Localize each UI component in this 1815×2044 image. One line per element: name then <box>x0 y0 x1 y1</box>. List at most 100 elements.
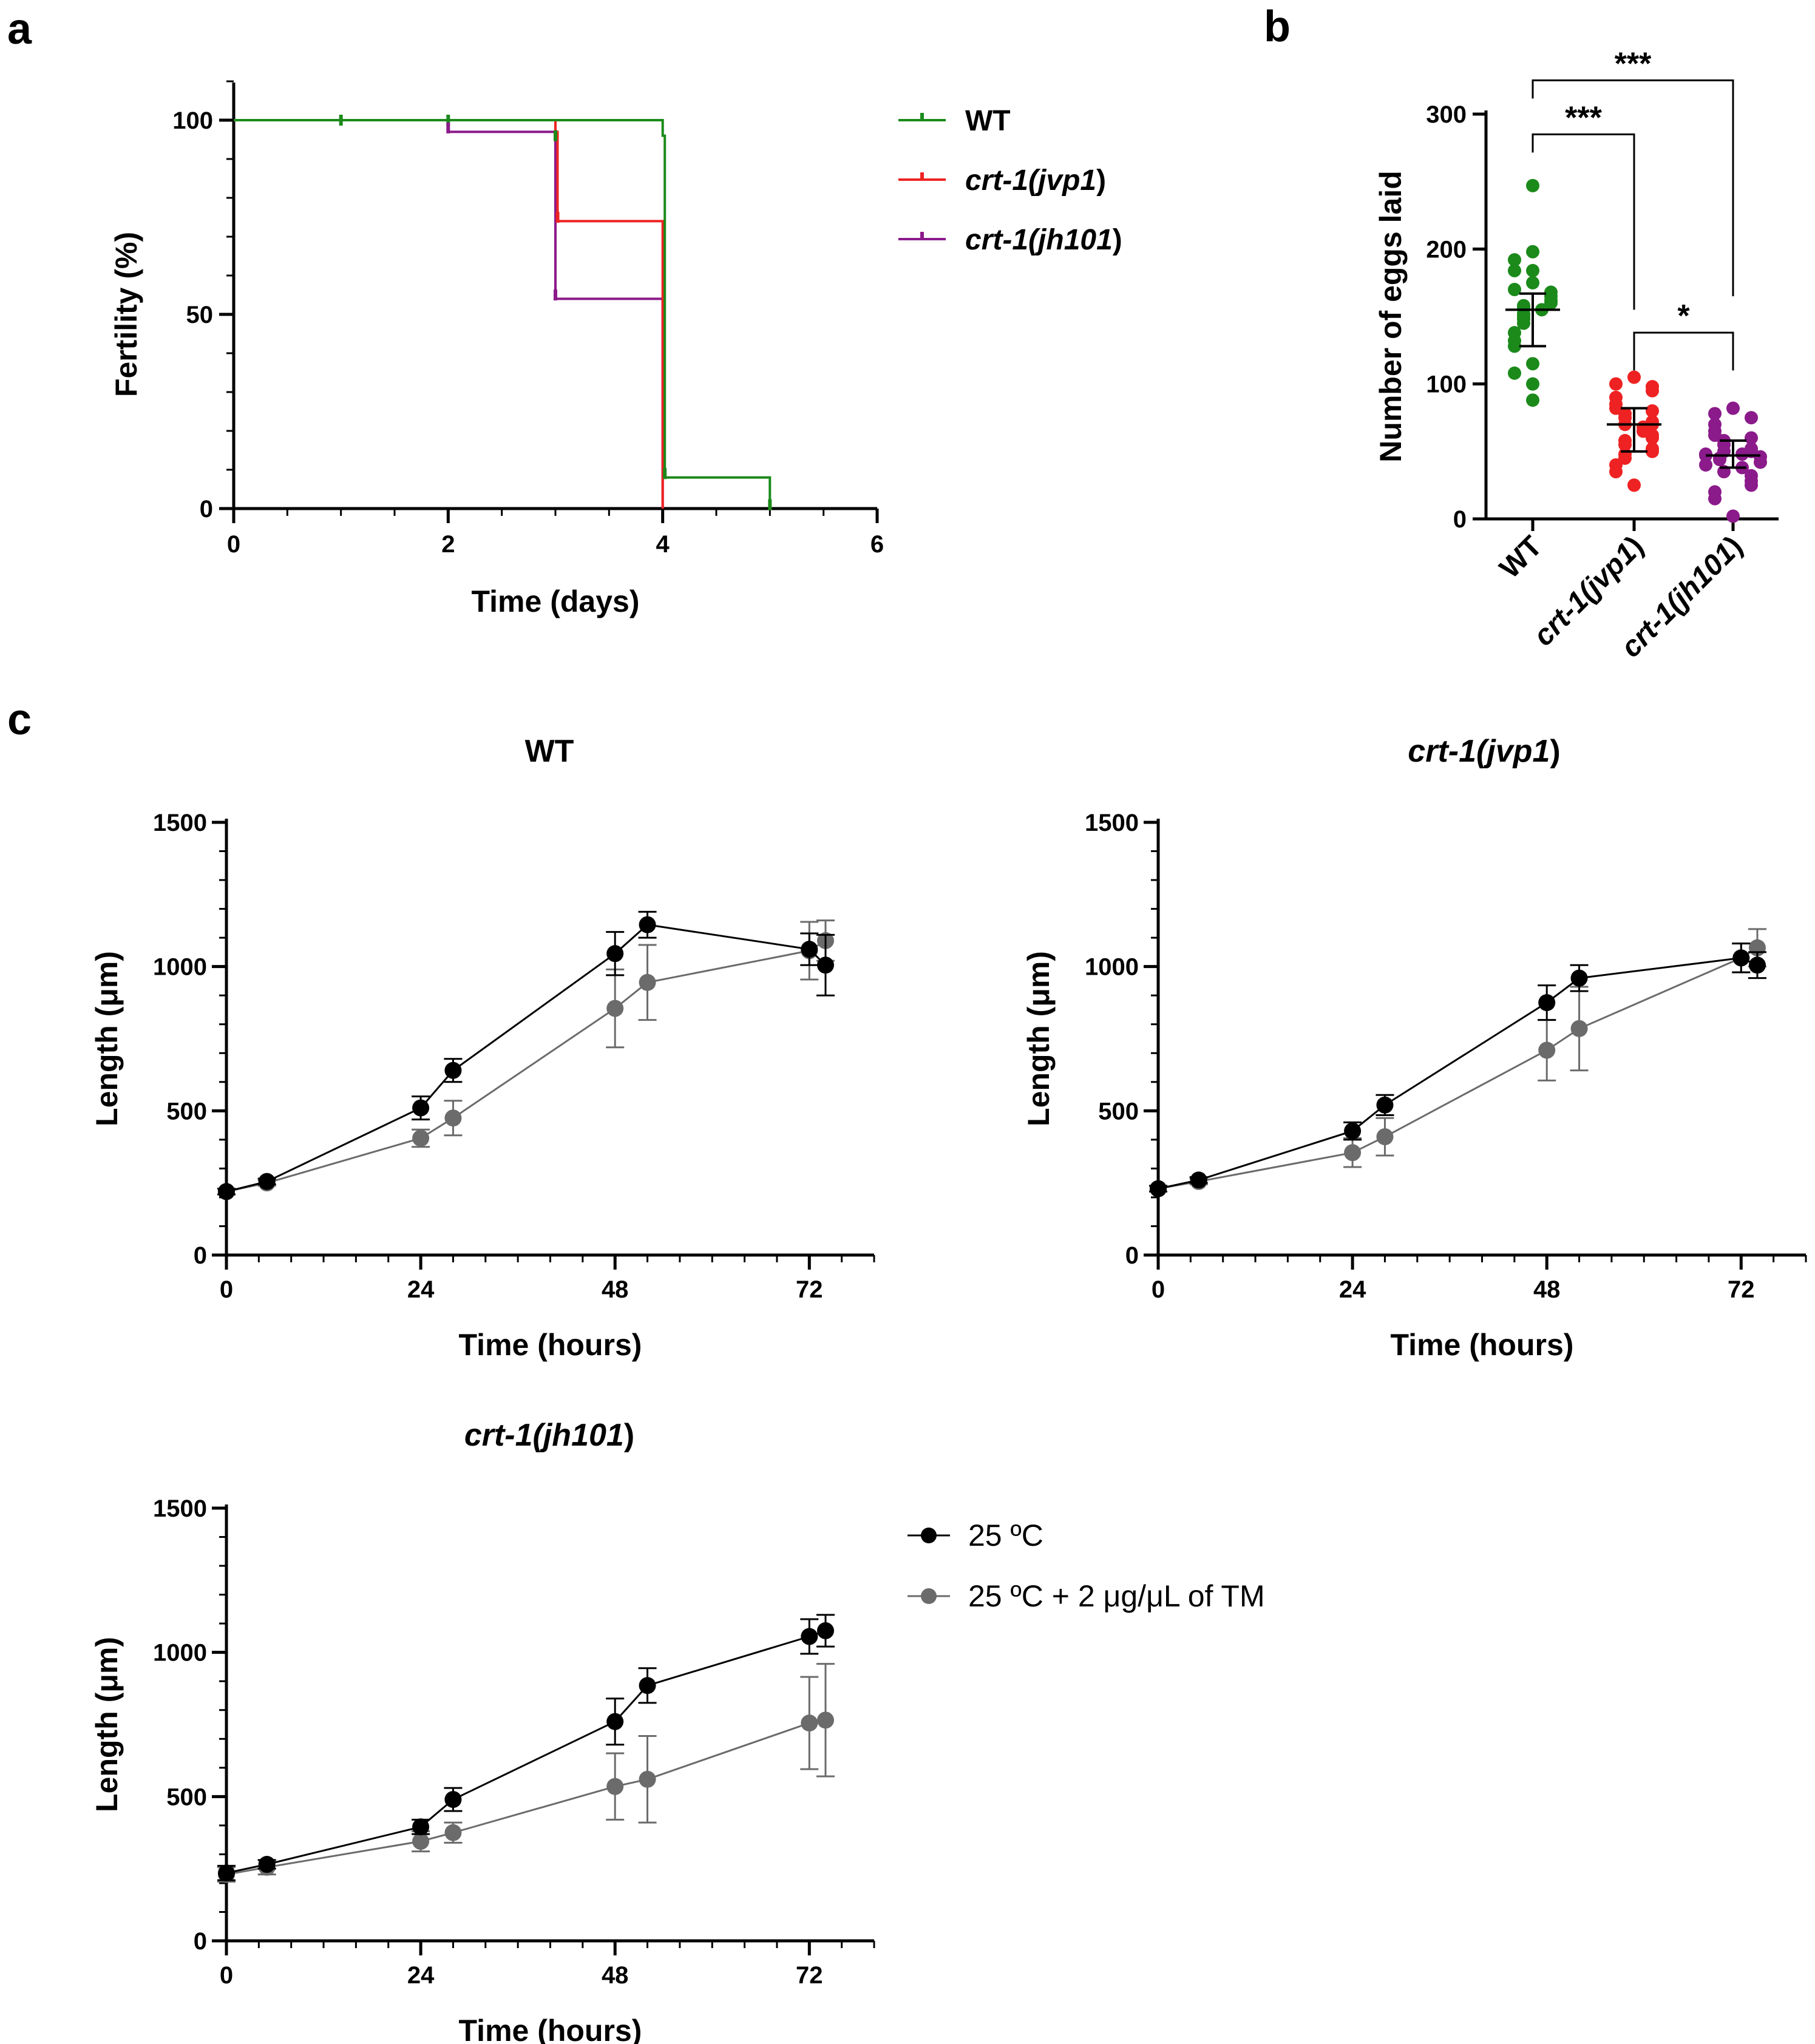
data-point-ctrl <box>1150 1180 1167 1197</box>
x-tick-label: 4 <box>656 531 670 558</box>
y-axis-label: Length (μm) <box>90 951 124 1126</box>
data-point-ctrl <box>816 956 834 974</box>
data-point-jh101 <box>1745 431 1758 445</box>
data-point-jh101 <box>1708 407 1722 421</box>
y-tick-label: 0 <box>1125 1242 1139 1269</box>
y-tick-label: 1500 <box>153 810 207 836</box>
data-point-ctrl <box>412 1099 430 1117</box>
data-point-tm <box>606 1000 624 1017</box>
data-point-wt <box>1508 253 1521 267</box>
data-point-jh101 <box>1708 492 1722 506</box>
x-tick-label: 0 <box>1152 1276 1165 1303</box>
data-point-tm <box>816 1711 834 1729</box>
chart-title-part: jvp1 <box>1483 734 1550 769</box>
x-tick-label: 0 <box>227 531 240 558</box>
x-tick-label-wt: WT <box>1494 530 1549 584</box>
y-axis-label: Length (μm) <box>1022 951 1056 1126</box>
fertility-survival-chart: 0 50 100 0 2 4 6 Time (days) Fertility (%) WT crt-… <box>109 80 1122 618</box>
series-line-tm <box>226 939 826 1193</box>
survival-line-jh101 <box>234 119 664 509</box>
legend-label-jh101: crt-1(jh101) <box>965 224 1122 256</box>
legend-marker-tm <box>921 1588 937 1604</box>
chart-title: WT <box>525 734 574 769</box>
data-point-jvp1 <box>1609 377 1623 391</box>
data-point-ctrl <box>1748 956 1766 974</box>
x-tick-label: 0 <box>220 1962 233 1989</box>
data-point-jvp1 <box>1646 404 1659 418</box>
legend-label-tm: 25 ºC + 2 μg/μL of TM <box>968 1579 1265 1613</box>
data-point-wt <box>1508 263 1521 277</box>
data-point-wt <box>1526 276 1539 289</box>
data-point-jh101 <box>1745 478 1758 492</box>
x-tick-label-wt-part: WT <box>1494 530 1549 584</box>
data-point-wt <box>1508 283 1521 297</box>
x-tick-label: 72 <box>796 1962 823 1989</box>
x-tick-label: 48 <box>1533 1276 1561 1303</box>
survival-line-wt <box>234 119 772 509</box>
chart-title-part: crt-1( <box>1408 734 1490 769</box>
data-point-tm <box>639 973 656 991</box>
legend-label-ctrl: 25 ºC <box>968 1518 1043 1552</box>
data-point-tm <box>444 1109 462 1127</box>
y-tick-label: 50 <box>186 302 214 328</box>
legend-marker-ctrl <box>921 1528 937 1543</box>
data-point-wt <box>1526 393 1539 407</box>
data-point-jvp1 <box>1646 431 1659 445</box>
data-point-ctrl <box>606 945 624 963</box>
length-chart-wt: WT 0 500 1000 1500 0 24 48 72 Time (hours) Length … <box>90 734 875 1362</box>
x-axis-label: Time (days) <box>472 584 640 618</box>
data-point-jh101 <box>1726 509 1740 523</box>
x-axis-label: Time (hours) <box>459 1328 642 1362</box>
significance-bracket <box>1633 331 1734 371</box>
y-tick-label: 500 <box>166 1098 207 1125</box>
data-point-jvp1 <box>1646 384 1659 398</box>
y-tick-label: 0 <box>200 496 213 523</box>
y-tick-label: 100 <box>172 107 213 134</box>
data-point-jvp1 <box>1618 451 1632 465</box>
legend-label-jh101-part: jh101 <box>1034 224 1113 256</box>
series-line-ctrl <box>1158 956 1758 1190</box>
chart-title-part: jh101 <box>540 1418 624 1453</box>
data-point-jvp1 <box>1627 478 1641 492</box>
data-point-tm <box>1538 1041 1556 1059</box>
series-line-ctrl <box>226 1629 826 1874</box>
x-tick-label: 48 <box>602 1962 629 1989</box>
data-point-ctrl <box>639 916 656 933</box>
series-line-ctrl <box>226 924 827 1193</box>
data-point-tm <box>639 1770 656 1788</box>
x-tick-label: 24 <box>407 1276 435 1303</box>
data-point-ctrl <box>444 1061 462 1079</box>
data-point-ctrl <box>1376 1096 1394 1114</box>
x-tick-label: 72 <box>1728 1276 1755 1303</box>
significance-bracket <box>1532 79 1734 297</box>
y-tick-label: 1000 <box>153 1640 207 1667</box>
data-point-jh101 <box>1726 401 1740 415</box>
y-axis-label: Number of eggs laid <box>1374 171 1408 462</box>
data-point-jvp1 <box>1618 438 1632 452</box>
significance-label: * <box>1677 299 1690 334</box>
length-chart-jh101: crt-1(jh101) 0 500 1000 1500 0 24 48 72 Time (hou… <box>90 1418 1265 2044</box>
y-tick-label: 0 <box>1453 506 1467 533</box>
y-tick-label: 500 <box>166 1784 207 1810</box>
data-point-ctrl <box>412 1818 430 1836</box>
data-point-wt <box>1544 296 1558 310</box>
data-point-jvp1 <box>1646 444 1659 458</box>
data-point-jvp1 <box>1609 465 1623 479</box>
survival-line-jvp1 <box>234 119 664 509</box>
data-point-ctrl <box>606 1713 624 1730</box>
y-tick-label: 1000 <box>153 954 207 981</box>
y-tick-label: 0 <box>194 1242 207 1269</box>
data-point-jh101 <box>1735 447 1749 461</box>
data-point-ctrl <box>1538 994 1556 1012</box>
chart-title-part: ) <box>624 1418 634 1453</box>
chart-title-part: WT <box>525 734 574 769</box>
significance-label: *** <box>1565 100 1602 135</box>
legend-label-jh101-part: crt-1( <box>965 224 1041 256</box>
data-point-jh101 <box>1745 411 1758 425</box>
data-point-jh101 <box>1754 455 1767 469</box>
y-tick-label: 100 <box>1426 371 1467 398</box>
y-axis-label: Length (μm) <box>90 1637 124 1812</box>
data-point-tm <box>444 1824 462 1841</box>
y-tick-label: 500 <box>1098 1098 1139 1125</box>
